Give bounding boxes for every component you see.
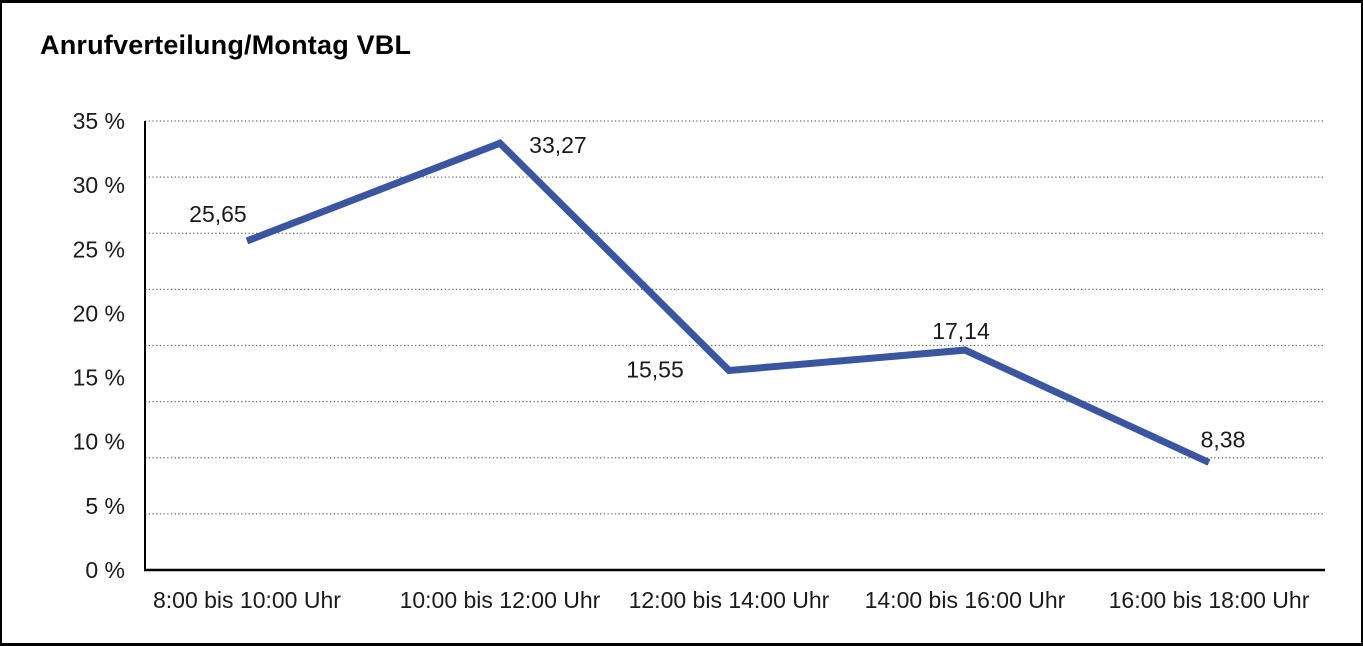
data-point-label: 17,14 [932,318,990,344]
data-series-line [245,139,1211,466]
y-tick-label: 0 % [85,557,125,583]
data-point-label: 8,38 [1201,426,1246,452]
y-tick-label: 20 % [73,300,125,326]
y-tick-label: 5 % [85,493,125,519]
y-tick-label: 10 % [73,429,125,455]
x-tick-label: 10:00 bis 12:00 Uhr [400,587,601,613]
chart-title: Anrufverteilung/Montag VBL [40,30,412,60]
x-tick-label: 16:00 bis 18:00 Uhr [1109,587,1310,613]
x-tick-label: 14:00 bis 16:00 Uhr [865,587,1066,613]
data-point-label: 15,55 [626,357,684,383]
x-tick-label: 8:00 bis 10:00 Uhr [153,587,341,613]
y-tick-label: 15 % [73,365,125,391]
line-chart-plot: 35 % 30 % 25 % 20 % 15 % 10 % 5 % 0 % 8:00 bis 1… [73,108,1325,613]
y-tick-label: 35 % [73,108,125,134]
y-tick-label: 30 % [73,172,125,198]
data-point-label: 33,27 [529,132,587,158]
data-point-label: 25,65 [189,201,247,227]
y-tick-label: 25 % [73,236,125,262]
x-tick-label: 12:00 bis 14:00 Uhr [629,587,830,613]
